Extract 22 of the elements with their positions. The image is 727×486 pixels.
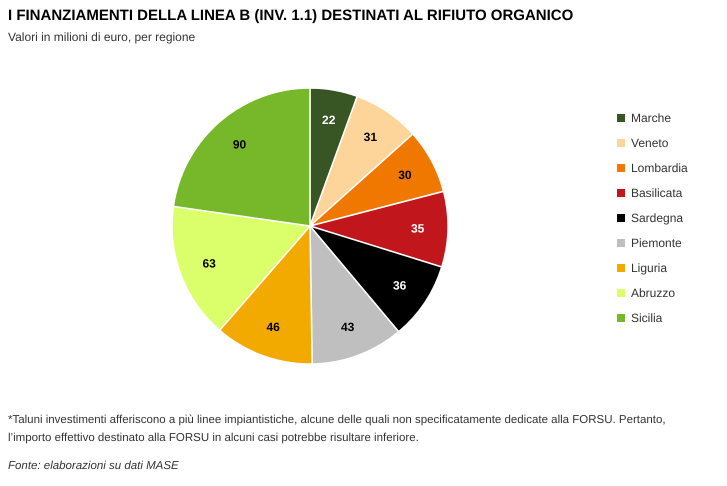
data-label: 22 (322, 112, 336, 127)
legend-label: Piemonte (631, 236, 682, 250)
legend-label: Basilicata (631, 186, 683, 200)
legend-label: Liguria (631, 261, 668, 275)
legend-label: Sicilia (631, 311, 663, 325)
data-label: 43 (340, 320, 355, 334)
data-label: 90 (232, 138, 247, 152)
chart-subtitle: Valori in milioni di euro, per regione (8, 30, 196, 44)
data-label: 35 (410, 222, 425, 236)
legend-label: Sardegna (631, 211, 684, 225)
legend-label: Lombardia (631, 161, 688, 175)
text: *Taluni investimenti afferiscono a più linee impiantistiche, alcune delle quali non specificatamente dedicate alla FORSU. Pertanto, l’importo effettivo destinato alla FORSU in alcuni casi potrebbe risultare inferiore. (8, 414, 666, 444)
legend-label: Veneto (631, 136, 669, 150)
data-label: 31 (364, 130, 378, 144)
legend-label: Abruzzo (631, 286, 676, 300)
data-label: 36 (392, 278, 407, 293)
legend-label: Marche (631, 111, 672, 125)
source-note: Fonte: elaborazioni su dati MASE (8, 460, 180, 472)
data-label: 63 (202, 256, 216, 271)
chart-title: I FINANZIAMENTI DELLA LINEA B (INV. 1.1) DESTINATI AL RIFIUTO ORGANICO (8, 7, 574, 24)
data-label: 46 (266, 320, 280, 334)
data-label: 30 (398, 168, 412, 182)
